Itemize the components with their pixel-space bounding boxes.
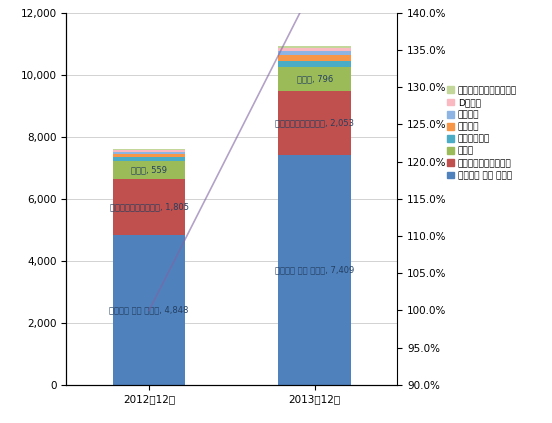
Bar <box>278 46 351 48</box>
Bar <box>113 157 185 161</box>
Bar <box>113 234 185 385</box>
Bar <box>113 154 185 157</box>
Bar <box>278 155 351 385</box>
Bar <box>278 48 351 51</box>
Bar <box>278 91 351 155</box>
Bar <box>113 150 185 152</box>
Text: タイムズ カー プラス, 4,848: タイムズ カー プラス, 4,848 <box>109 305 189 314</box>
Bar <box>278 67 351 91</box>
Bar <box>113 161 185 179</box>
Bar <box>278 55 351 60</box>
Bar <box>113 179 185 234</box>
Bar <box>278 51 351 55</box>
Text: カルコ, 559: カルコ, 559 <box>131 165 167 174</box>
Bar <box>278 60 351 67</box>
Text: オリックスカーシェア, 2,053: オリックスカーシェア, 2,053 <box>275 119 354 128</box>
Bar <box>113 152 185 154</box>
Text: カルコ, 796: カルコ, 796 <box>296 74 333 84</box>
Text: タイムズ カー プラス, 7,409: タイムズ カー プラス, 7,409 <box>275 266 354 275</box>
Text: オリックスカーシェア, 1,805: オリックスカーシェア, 1,805 <box>109 202 189 211</box>
Legend: カーシェアリング・ワン, Dシェア, エコロカ, カリテコ, アース・カー, カルコ, オリックスカーシェア, タイムズ カー プラス: カーシェアリング・ワン, Dシェア, エコロカ, カリテコ, アース・カー, カ… <box>445 84 518 182</box>
Bar <box>113 149 185 150</box>
